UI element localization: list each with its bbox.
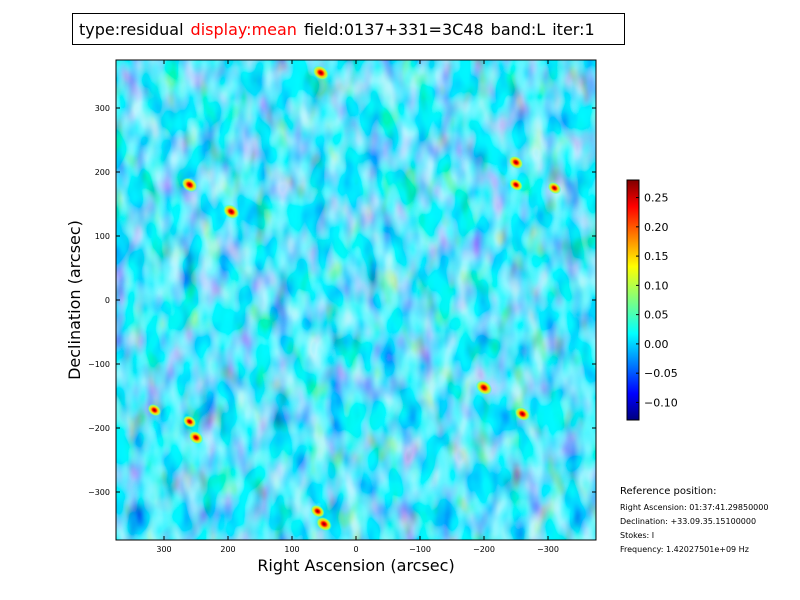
title-band: band:L bbox=[490, 19, 546, 39]
peak-source bbox=[514, 406, 531, 422]
title-type: type:residual bbox=[79, 19, 184, 39]
peak-source bbox=[475, 380, 493, 396]
x-tick-label: −300 bbox=[537, 545, 559, 554]
colorbar-tick-label: 0.00 bbox=[644, 338, 669, 351]
y-tick-label: 100 bbox=[95, 232, 110, 241]
x-tick-label: 300 bbox=[156, 545, 171, 554]
x-tick-label: −100 bbox=[409, 545, 431, 554]
peak-source bbox=[182, 415, 197, 428]
colorbar-tick-label: 0.10 bbox=[644, 279, 669, 292]
colorbar-tick-label: 0.15 bbox=[644, 250, 669, 263]
x-tick-label: 0 bbox=[353, 545, 358, 554]
y-tick-label: 300 bbox=[95, 104, 110, 113]
y-axis-title: Declination (arcsec) bbox=[65, 220, 84, 380]
peak-source bbox=[316, 516, 332, 532]
y-tick-label: 200 bbox=[95, 168, 110, 177]
colorbar: −0.10 −0.05 0.00 0.05 0.10 0.15 0.20 0.25 bbox=[626, 179, 678, 421]
colorbar-tick-label: 0.05 bbox=[644, 309, 669, 322]
peak-source bbox=[222, 204, 240, 220]
peak-source bbox=[188, 430, 204, 445]
y-tick-label: −300 bbox=[88, 488, 110, 497]
reference-stokes: Stokes: I bbox=[620, 531, 655, 540]
y-tick-label: 0 bbox=[105, 296, 110, 305]
y-tick-label: −100 bbox=[88, 360, 110, 369]
peak-source bbox=[147, 403, 162, 417]
y-tick-label: −200 bbox=[88, 424, 110, 433]
peak-source bbox=[310, 504, 325, 518]
colorbar-gradient bbox=[626, 179, 640, 421]
x-tick-label: 100 bbox=[284, 545, 299, 554]
x-axis-title: Right Ascension (arcsec) bbox=[257, 556, 454, 575]
colorbar-tick-label: −0.05 bbox=[644, 367, 678, 380]
title-iter: iter:1 bbox=[552, 19, 595, 39]
reference-frequency: Frequency: 1.42027501e+09 Hz bbox=[620, 545, 749, 554]
colorbar-tick-label: 0.20 bbox=[644, 221, 669, 234]
peak-source bbox=[547, 181, 562, 195]
residual-image bbox=[116, 60, 596, 540]
reference-title: Reference position: bbox=[620, 486, 717, 497]
plot-title-box: type:residual display:mean field:0137+33… bbox=[72, 13, 625, 45]
colorbar-tick-label: 0.25 bbox=[644, 192, 669, 205]
reference-dec: Declination: +33.09.35.15100000 bbox=[620, 517, 757, 526]
peak-source bbox=[181, 177, 198, 193]
peak-source bbox=[508, 155, 524, 170]
reference-position-panel: Reference position: Right Ascension: 01:… bbox=[620, 485, 768, 557]
title-field: field:0137+331=3C48 bbox=[303, 19, 484, 39]
reference-ra: Right Ascension: 01:37:41.29850000 bbox=[620, 503, 769, 512]
peak-source bbox=[312, 65, 330, 81]
colorbar-tick-label: −0.10 bbox=[644, 396, 678, 409]
title-display: display:mean bbox=[190, 19, 297, 39]
x-tick-label: 200 bbox=[220, 545, 235, 554]
peak-source bbox=[509, 178, 523, 192]
x-tick-label: −200 bbox=[473, 545, 495, 554]
